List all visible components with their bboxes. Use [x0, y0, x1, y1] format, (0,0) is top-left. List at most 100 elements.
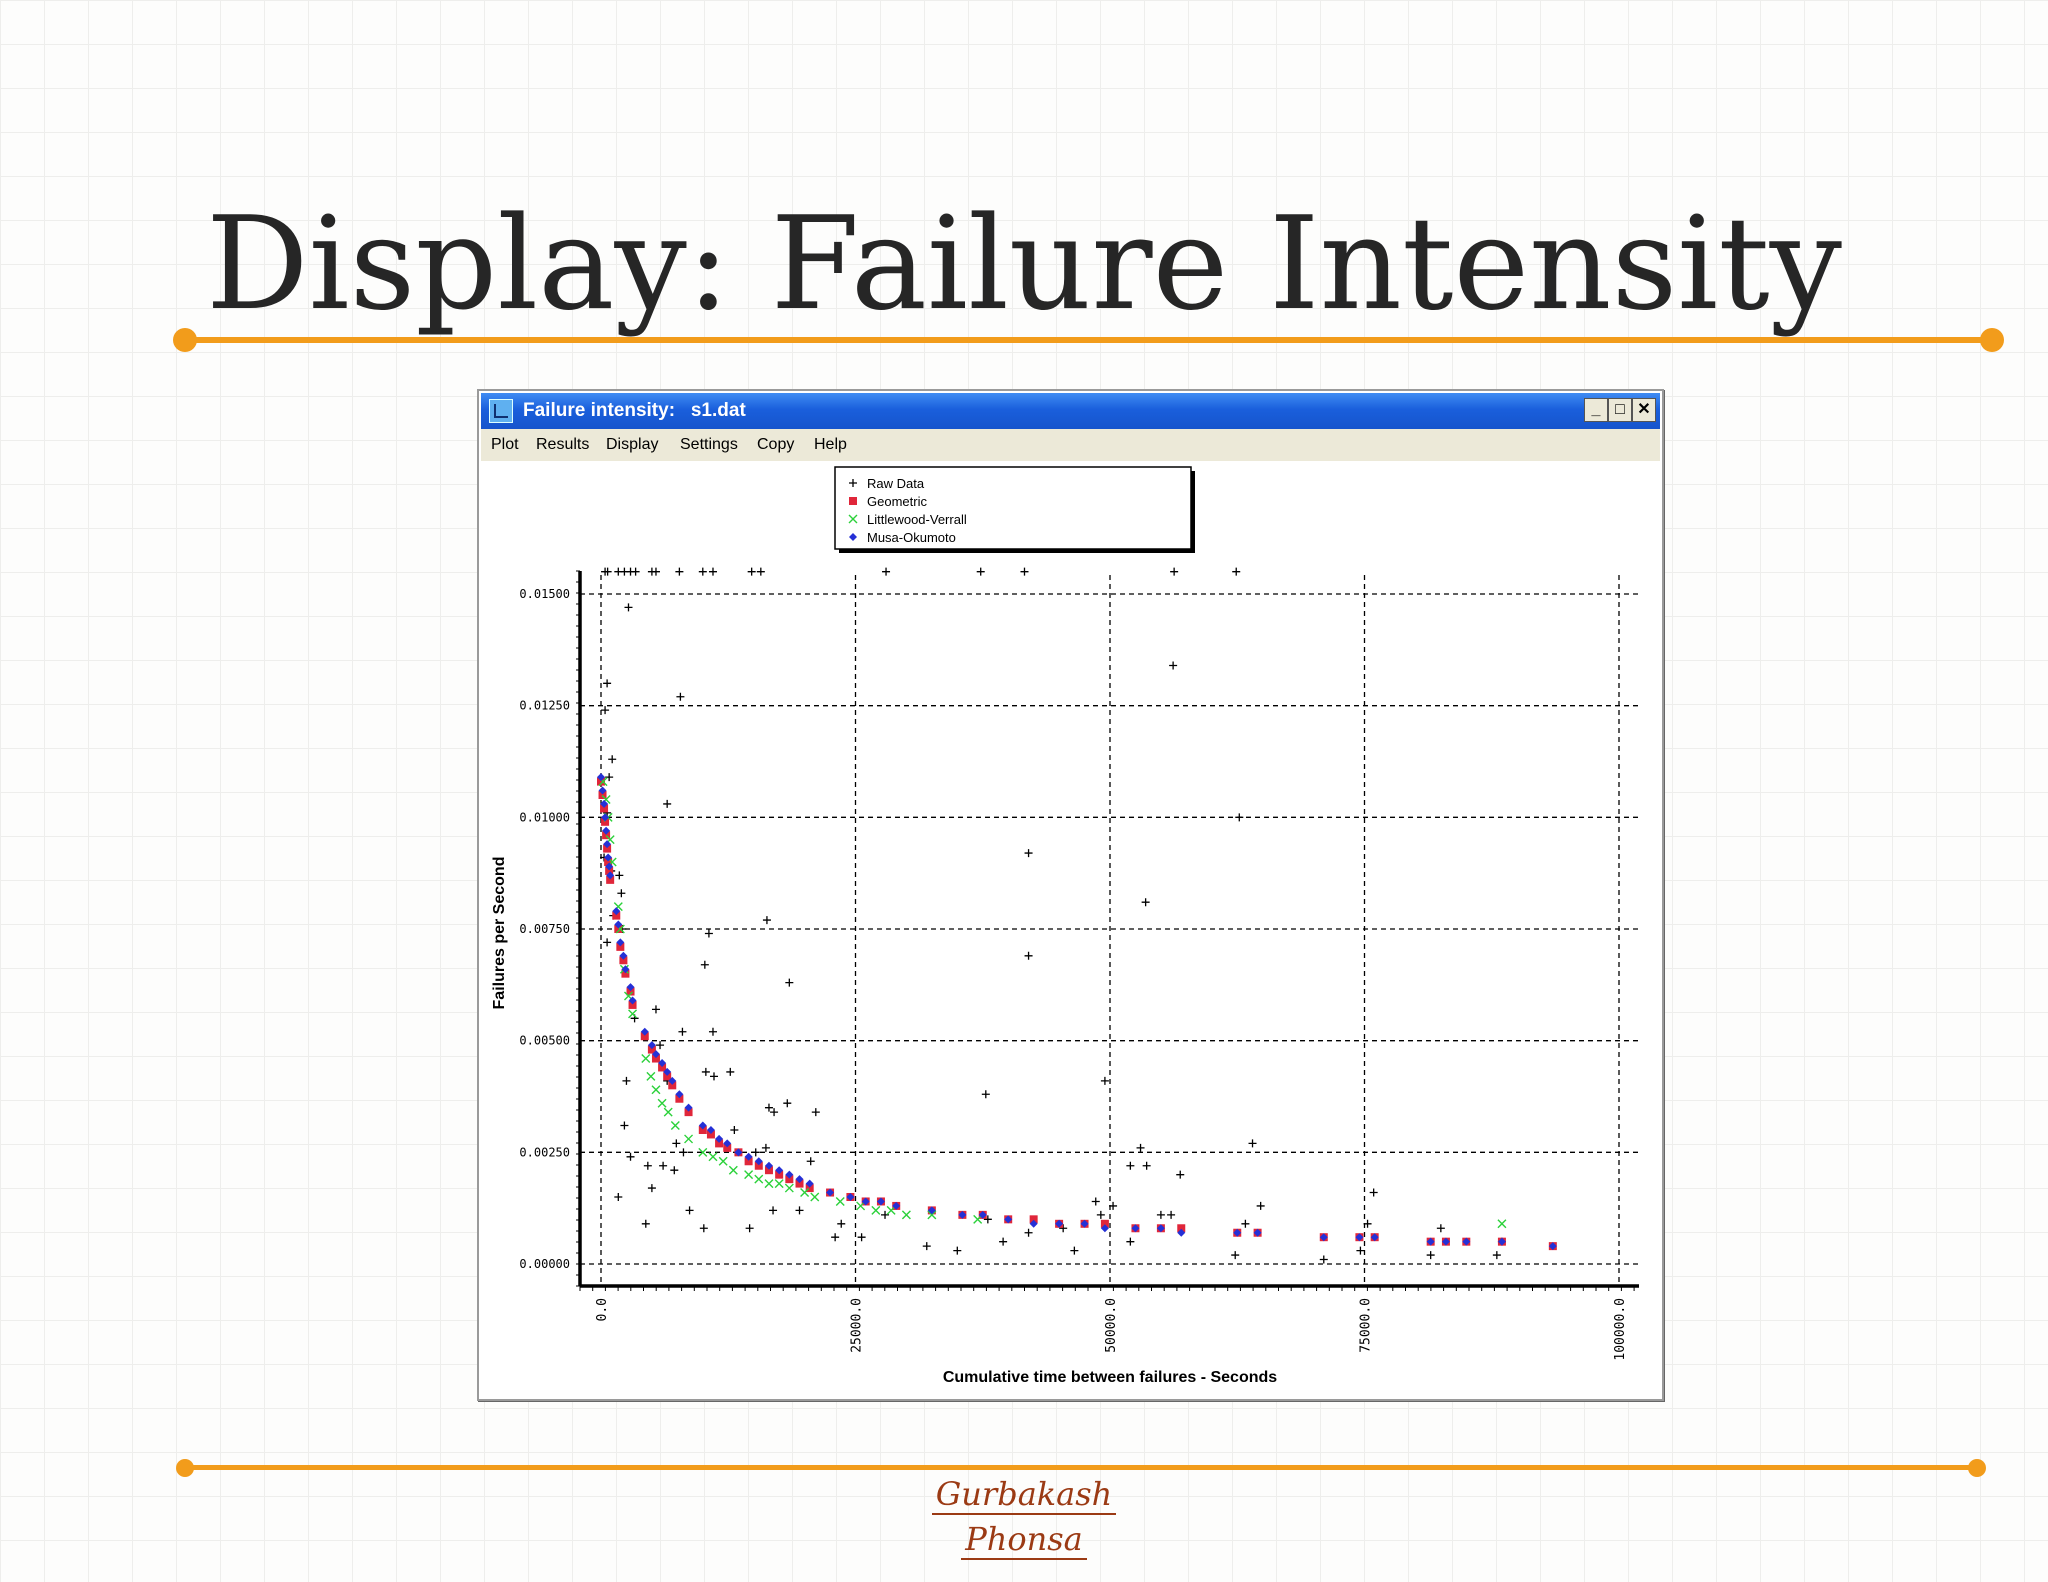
- geometric-point: [626, 987, 635, 996]
- geometric-point: [1100, 1219, 1109, 1228]
- raw-data-point: [676, 692, 685, 701]
- minimize-button[interactable]: _: [1584, 398, 1608, 422]
- legend-label: Musa-Okumoto: [867, 530, 956, 545]
- raw-data-point: [1235, 813, 1244, 822]
- musa-okumoto-point: [684, 1103, 693, 1112]
- geometric-point: [775, 1170, 784, 1179]
- raw-data-point: [603, 938, 612, 947]
- musa-okumoto-point: [658, 1059, 667, 1067]
- menu-display[interactable]: Display: [606, 436, 659, 453]
- littlewood-verrall-point: [835, 1196, 845, 1206]
- raw-data-point: [1091, 1197, 1100, 1206]
- menu-plot[interactable]: Plot: [491, 436, 519, 453]
- musa-okumoto-point: [1370, 1233, 1379, 1242]
- raw-data-point: [881, 1210, 890, 1219]
- geometric-point: [715, 1139, 724, 1148]
- geometric-point: [614, 925, 623, 933]
- musa-okumoto-point: [605, 862, 614, 871]
- musa-okumoto-point: [640, 1027, 649, 1036]
- plot-area: 0.00000 0.00250 0.00500 0.00750 0.01000 0.012…: [481, 461, 1660, 1397]
- raw-data-point: [709, 1072, 718, 1081]
- geometric-point: [698, 1126, 707, 1134]
- geometric-point: [603, 844, 612, 853]
- musa-okumoto-point: [619, 951, 628, 960]
- raw-data-point: [837, 1219, 846, 1228]
- geometric-point: [640, 1032, 649, 1041]
- footer-rule: [185, 1465, 1977, 1470]
- raw-data-point: [1070, 1246, 1079, 1255]
- menu-results[interactable]: Results: [536, 436, 590, 453]
- raw-data-point: [983, 1215, 992, 1224]
- raw-data-point: [601, 706, 610, 715]
- raw-data-point: [698, 567, 707, 576]
- raw-data-point: [614, 1193, 623, 1201]
- musa-okumoto-point: [846, 1193, 855, 1201]
- raw-data-point: [745, 1224, 754, 1233]
- musa-okumoto-point: [1548, 1242, 1557, 1251]
- musa-okumoto-point: [1100, 1224, 1109, 1233]
- geometric-point: [658, 1063, 667, 1072]
- failure-intensity-chart: 0.00000 0.00250 0.00500 0.00750 0.01000 0.012…: [491, 466, 1639, 1386]
- menu-settings[interactable]: Settings: [680, 436, 738, 453]
- musa-okumoto-point: [1156, 1224, 1165, 1233]
- geometric-point: [723, 1143, 732, 1152]
- raw-data-point: [1167, 1210, 1176, 1219]
- geometric-point: [785, 1175, 794, 1184]
- raw-data-point: [663, 799, 672, 808]
- raw-data-point: [624, 603, 633, 612]
- failure-intensity-window: Failure intensity: s1.dat _ □ ✕ Plot Res…: [477, 389, 1664, 1401]
- musa-okumoto-point: [604, 853, 613, 862]
- raw-data-point: [999, 1237, 1008, 1246]
- littlewood-verrall-point: [1497, 1219, 1507, 1229]
- title-underline-right-dot: [1980, 328, 2004, 352]
- x-tick-label: 75000.0: [1359, 1298, 1374, 1353]
- musa-okumoto-point: [715, 1134, 724, 1143]
- raw-data-point: [1059, 1224, 1068, 1233]
- raw-data-point: [1232, 567, 1241, 576]
- window-titlebar[interactable]: Failure intensity: s1.dat _ □ ✕: [481, 393, 1660, 429]
- signature-line-2: Phonsa: [0, 1520, 2048, 1560]
- raw-data-point: [617, 889, 626, 898]
- littlewood-verrall-point: [684, 1134, 694, 1144]
- geometric-point: [744, 1157, 753, 1166]
- musa-okumoto-point: [1426, 1237, 1435, 1246]
- raw-data-point: [1231, 1251, 1240, 1260]
- geometric-point: [1177, 1224, 1186, 1233]
- geometric-point: [616, 942, 625, 951]
- littlewood-verrall-point: [800, 1188, 810, 1198]
- raw-data-point: [700, 960, 709, 969]
- littlewood-verrall-point: [764, 1179, 774, 1189]
- littlewood-verrall-point: [663, 1107, 673, 1117]
- menu-copy[interactable]: Copy: [757, 436, 795, 453]
- raw-data-point: [1126, 1237, 1135, 1246]
- raw-data-point: [751, 1148, 760, 1157]
- raw-data-point: [685, 1206, 694, 1215]
- y-tick-label: 0.00000: [519, 1257, 570, 1271]
- raw-data-point: [659, 1161, 668, 1170]
- maximize-button[interactable]: □: [1608, 398, 1632, 422]
- raw-data-point: [953, 1246, 962, 1255]
- musa-okumoto-point: [876, 1197, 885, 1206]
- raw-data-point: [699, 1224, 708, 1233]
- littlewood-verrall-point: [871, 1205, 881, 1215]
- musa-okumoto-point: [754, 1157, 763, 1166]
- y-tick-label: 0.00500: [519, 1034, 570, 1048]
- raw-data-point: [1369, 1188, 1378, 1197]
- raw-data-point: [1141, 898, 1150, 907]
- raw-data-point: [708, 567, 717, 576]
- raw-data-point: [795, 1206, 804, 1215]
- littlewood-verrall-point: [810, 1192, 820, 1202]
- littlewood-verrall-point: [670, 1121, 680, 1131]
- musa-okumoto-point: [978, 1210, 987, 1219]
- raw-data-point: [1492, 1251, 1501, 1260]
- musa-okumoto-point: [647, 1041, 656, 1050]
- menu-help[interactable]: Help: [814, 436, 847, 453]
- legend-label: Littlewood-Verrall: [867, 512, 967, 527]
- raw-data-point: [783, 1099, 792, 1108]
- geometric-point: [684, 1108, 693, 1117]
- raw-data-point: [1024, 849, 1033, 858]
- littlewood-verrall-point: [744, 1170, 754, 1180]
- close-button[interactable]: ✕: [1632, 398, 1656, 422]
- musa-okumoto-point: [663, 1067, 672, 1076]
- raw-data-point: [631, 567, 640, 576]
